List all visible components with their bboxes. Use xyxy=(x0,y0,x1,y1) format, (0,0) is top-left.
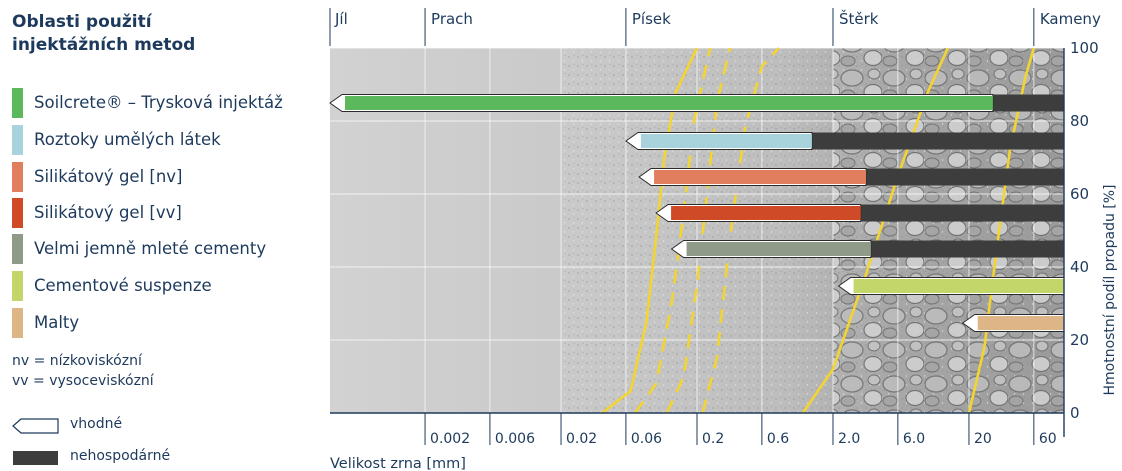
x-tick-label: 0.06 xyxy=(631,431,662,447)
legend-swatch xyxy=(12,271,23,301)
soil-class-label: Jíl xyxy=(334,10,348,28)
legend-label: Velmi jemně mleté cementy xyxy=(34,239,267,258)
y-axis-label: Hmotnostní podíl propadu [%] xyxy=(1102,184,1118,395)
grading-curve xyxy=(967,47,1036,414)
y-tick-label: 100 xyxy=(1070,39,1099,57)
legend-swatch xyxy=(12,234,23,264)
legend-item-jemne-cementy: Velmi jemně mleté cementy xyxy=(12,234,312,264)
method-bar-malty xyxy=(961,314,1065,332)
grading-curve xyxy=(801,47,950,414)
legend-swatch xyxy=(12,125,23,155)
legend-swatch xyxy=(12,88,23,118)
legend-item-cementove-suspenze: Cementové suspenze xyxy=(12,271,312,301)
x-axis-label: Velikost zrna [mm] xyxy=(330,456,466,471)
chart-labels: 0.002 0.006 0.02 0.06 0.2 0.6 2.0 6.0 20 60 Jíl Pra… xyxy=(329,8,1101,447)
soil-class-label: Štěrk xyxy=(839,9,879,28)
x-tick-label: 20 xyxy=(974,431,992,447)
x-tick-label: 0.6 xyxy=(767,431,789,447)
legend-item-malty: Malty xyxy=(12,308,312,338)
legend-swatch xyxy=(12,198,23,228)
x-tick-label: 0.02 xyxy=(566,431,597,447)
legend-label: Roztoky umělých látek xyxy=(34,130,221,149)
legend-swatch xyxy=(12,308,23,338)
y-tick-label: 40 xyxy=(1070,258,1089,276)
grading-curve xyxy=(601,47,699,415)
legend-item-roztoky: Roztoky umělých látek xyxy=(12,125,312,155)
x-tick-label: 0.006 xyxy=(495,431,535,447)
soil-class-label: Kameny xyxy=(1040,10,1101,28)
x-tick-label: 0.002 xyxy=(430,431,470,447)
x-tick-label: 0.2 xyxy=(702,431,724,447)
grading-curve xyxy=(633,47,712,414)
key-uneconomic: nehospodárné xyxy=(12,448,312,468)
method-bar-silikat-vv xyxy=(655,204,1064,222)
method-bars xyxy=(329,94,1065,332)
uneconomic-segment xyxy=(860,204,1064,222)
uneconomic-segment xyxy=(992,94,1064,112)
y-tick-label: 0 xyxy=(1070,404,1080,422)
method-bar-soilcrete xyxy=(329,94,1064,112)
legend-title-line1: Oblasti použití xyxy=(12,12,152,32)
legend-label: Cementové suspenze xyxy=(34,276,212,295)
method-bar-cementove-suspenze xyxy=(837,277,1065,295)
legend-swatch xyxy=(12,162,23,192)
method-bar-roztoky xyxy=(625,132,1064,150)
abbr-vv: vv = vysoceviskózní xyxy=(12,373,154,389)
suitable-arrow-icon xyxy=(12,418,59,434)
soil-class-label: Prach xyxy=(431,10,473,28)
x-tick-label: 60 xyxy=(1039,431,1057,447)
suitable-fill xyxy=(640,134,812,148)
method-bar-jemne-cementy xyxy=(670,240,1064,258)
suitable-fill xyxy=(345,96,993,110)
key-uneconomic-label: nehospodárné xyxy=(70,448,171,464)
x-tick-label: 6.0 xyxy=(903,431,925,447)
uneconomic-segment xyxy=(866,168,1064,186)
y-tick-label: 80 xyxy=(1070,112,1089,130)
legend-label: Malty xyxy=(34,313,80,332)
legend-label: Soilcrete® – Trysková injektáž xyxy=(34,93,283,112)
legend-item-silikat-nv: Silikátový gel [nv] xyxy=(12,162,312,192)
suitable-fill xyxy=(977,316,1064,330)
legend: Oblasti použití injektážních metod Soilc… xyxy=(0,0,320,471)
abbr-nv: nv = nízkoviskózní xyxy=(12,353,142,369)
grading-curve xyxy=(665,47,732,414)
key-suitable-label: vhodné xyxy=(70,416,123,432)
method-bar-silikat-nv xyxy=(638,168,1064,186)
legend-title-line2: injektážních metod xyxy=(12,35,196,55)
legend-label: Silikátový gel [vv] xyxy=(34,203,182,222)
uneconomic-segment xyxy=(811,132,1064,150)
legend-label: Silikátový gel [nv] xyxy=(34,167,183,186)
legend-item-silikat-vv: Silikátový gel [vv] xyxy=(12,198,312,228)
key-suitable: vhodné xyxy=(12,416,312,436)
x-tick-label: 2.0 xyxy=(838,431,860,447)
suitable-fill xyxy=(686,242,871,256)
soil-class-label: Písek xyxy=(632,10,671,28)
suitable-fill xyxy=(654,170,867,184)
y-tick-label: 60 xyxy=(1070,185,1089,203)
y-tick-label: 20 xyxy=(1070,331,1089,349)
suitable-fill xyxy=(853,279,1064,293)
suitable-fill xyxy=(671,206,861,220)
uneconomic-segment xyxy=(870,240,1064,258)
uneconomic-swatch-icon xyxy=(13,451,58,465)
legend-item-soilcrete: Soilcrete® – Trysková injektáž xyxy=(12,88,312,118)
